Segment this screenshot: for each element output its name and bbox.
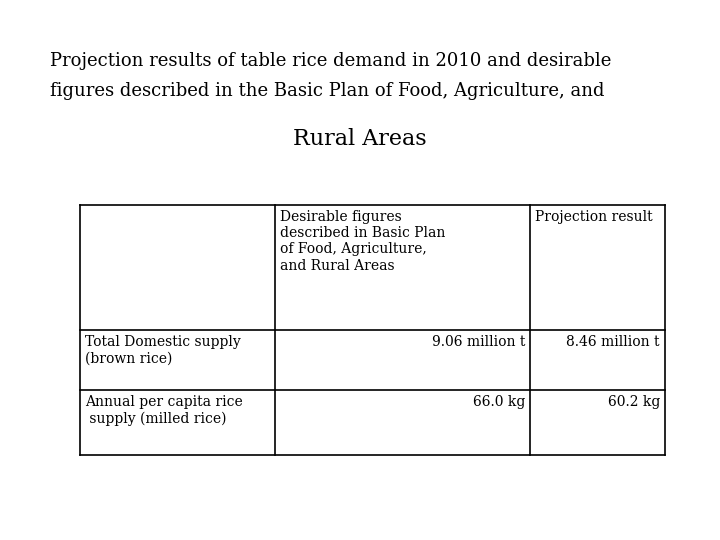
Text: 60.2 kg: 60.2 kg — [608, 395, 660, 409]
Text: 9.06 million t: 9.06 million t — [431, 335, 525, 349]
Text: figures described in the Basic Plan of Food, Agriculture, and: figures described in the Basic Plan of F… — [50, 82, 605, 100]
Text: Projection results of table rice demand in 2010 and desirable: Projection results of table rice demand … — [50, 52, 611, 70]
Text: 66.0 kg: 66.0 kg — [472, 395, 525, 409]
Text: Rural Areas: Rural Areas — [293, 128, 427, 150]
Text: 8.46 million t: 8.46 million t — [567, 335, 660, 349]
Text: Annual per capita rice
 supply (milled rice): Annual per capita rice supply (milled ri… — [85, 395, 243, 426]
Text: Desirable figures
described in Basic Plan
of Food, Agriculture,
and Rural Areas: Desirable figures described in Basic Pla… — [280, 210, 446, 273]
Text: Projection result: Projection result — [535, 210, 652, 224]
Text: Total Domestic supply
(brown rice): Total Domestic supply (brown rice) — [85, 335, 240, 365]
